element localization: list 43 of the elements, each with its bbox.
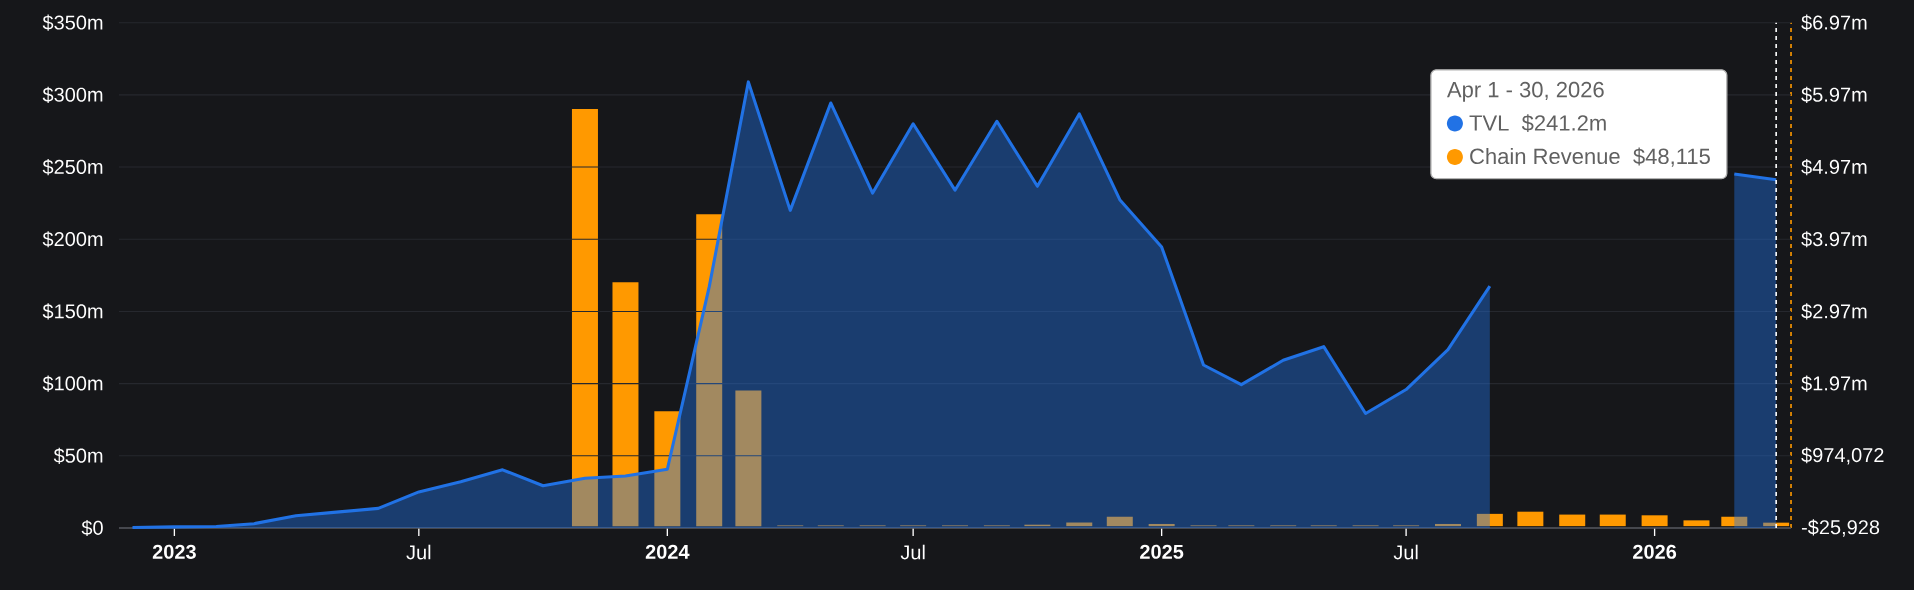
x-tick-label: 2023 bbox=[152, 544, 196, 559]
y-tick-label: $50m bbox=[53, 447, 103, 464]
y-tick-label: $150m bbox=[42, 303, 103, 320]
y2-tick-label: $1.97m bbox=[1801, 375, 1867, 392]
bar bbox=[696, 214, 723, 527]
bar bbox=[612, 282, 639, 527]
y2-tick-label: $3.97m bbox=[1801, 231, 1867, 248]
bar bbox=[654, 411, 681, 527]
y-tick-label: $100m bbox=[42, 375, 103, 392]
bar bbox=[1434, 523, 1461, 527]
x-tick-label: 2026 bbox=[1633, 544, 1677, 559]
y2-tick-label: $974,072 bbox=[1801, 447, 1884, 465]
annotation: $48,115 bbox=[1633, 147, 1710, 167]
bar bbox=[735, 390, 762, 527]
bar bbox=[1721, 516, 1748, 527]
bar bbox=[1599, 514, 1626, 527]
x-tick-label: Jul bbox=[1393, 544, 1418, 560]
y-tick-label: $350m bbox=[42, 14, 103, 31]
y2-tick-label: -$25,928 bbox=[1801, 519, 1880, 537]
x-tick-label: Jul bbox=[406, 544, 431, 560]
bar bbox=[1148, 523, 1175, 527]
bar bbox=[1559, 514, 1586, 527]
y2-tick-label: $4.97m bbox=[1801, 158, 1867, 176]
x-tick-label: 2025 bbox=[1140, 544, 1184, 559]
y-tick-label: $200m bbox=[42, 231, 103, 248]
x-tick-label: Jul bbox=[900, 544, 925, 560]
y-tick-label: $300m bbox=[42, 86, 103, 103]
legend-label: Chain Revenue bbox=[1470, 147, 1620, 165]
y-tick-label: $0 bbox=[81, 519, 103, 537]
bar bbox=[1106, 516, 1133, 527]
y2-tick-label: $6.97m bbox=[1801, 14, 1867, 31]
bar bbox=[1641, 515, 1668, 527]
bar bbox=[571, 108, 598, 527]
x-tick-label: 2024 bbox=[645, 544, 690, 559]
y2-tick-label: $5.97m bbox=[1801, 86, 1867, 103]
annotation: $241.2m bbox=[1521, 114, 1606, 133]
bar bbox=[1683, 520, 1710, 527]
y-tick-label: $250m bbox=[42, 158, 103, 176]
bar bbox=[1517, 511, 1544, 527]
legend-title: Apr 1 - 30, 2026 bbox=[1446, 81, 1604, 102]
y2-tick-label: $2.97m bbox=[1801, 303, 1867, 320]
bar bbox=[1476, 513, 1503, 527]
legend-label: TVL bbox=[1469, 115, 1509, 131]
